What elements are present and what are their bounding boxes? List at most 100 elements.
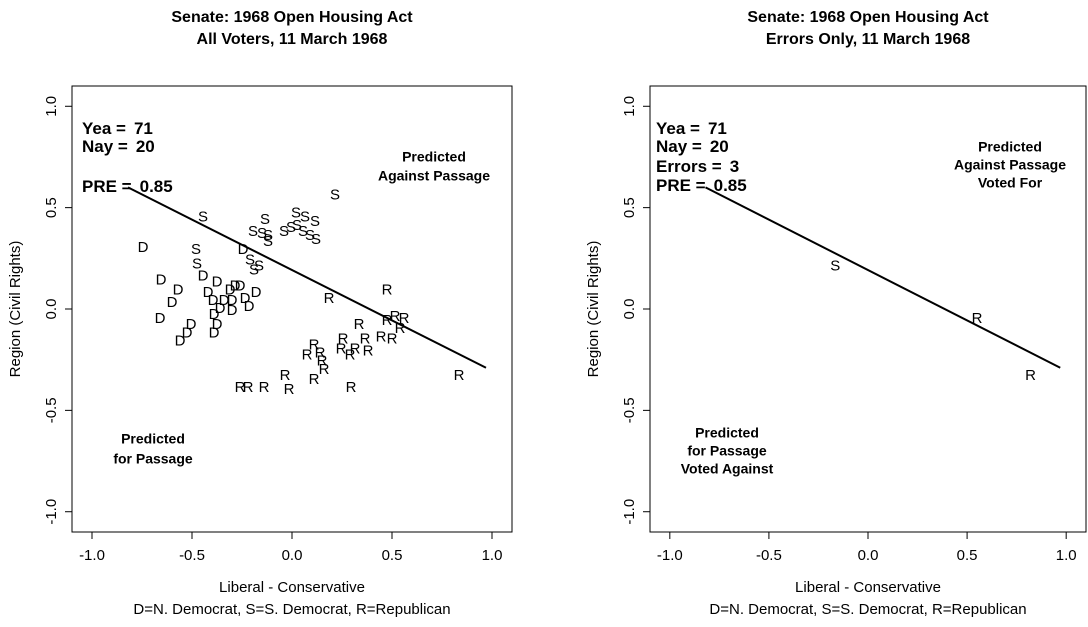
stat-value: 0.85	[140, 177, 173, 196]
point: D	[186, 316, 197, 333]
annotation: Predicted	[695, 425, 759, 441]
annotation: for Passage	[113, 451, 193, 467]
x-tick-label: -1.0	[657, 547, 683, 564]
point: R	[259, 379, 270, 396]
point: D	[175, 332, 186, 349]
x-tick-label: 1.0	[1056, 547, 1077, 564]
annotation: Against Passage	[954, 157, 1066, 173]
point: R	[350, 341, 361, 358]
point: S	[191, 241, 201, 258]
y-tick-label: -1.0	[43, 499, 60, 525]
point: D	[198, 268, 209, 285]
point: R	[302, 347, 313, 364]
stat-value: 71	[708, 119, 727, 138]
annotation: Voted For	[978, 175, 1043, 191]
point: D	[235, 278, 246, 295]
annotation: Predicted	[402, 149, 466, 165]
y-tick-label: -1.0	[621, 499, 638, 525]
x-axis-label: Liberal - Conservative	[219, 579, 365, 596]
caption: D=N. Democrat, S=S. Democrat, R=Republic…	[133, 601, 450, 618]
point: S	[279, 223, 289, 240]
point: R	[235, 379, 246, 396]
point: S	[286, 219, 296, 236]
point: D	[212, 274, 223, 291]
point: R	[243, 379, 254, 396]
stat-label: Nay =	[656, 137, 702, 156]
point: R	[338, 330, 349, 347]
point: R	[387, 330, 398, 347]
stat: Yea = 71	[656, 119, 727, 138]
point: R	[315, 345, 326, 362]
y-axis-label: Region (Civil Rights)	[7, 241, 24, 378]
chart-subtitle: All Voters, 11 March 1968	[197, 31, 388, 48]
point: S	[292, 217, 302, 234]
point: R	[317, 353, 328, 370]
point: D	[215, 300, 226, 317]
point: S	[249, 261, 259, 278]
point: D	[156, 272, 167, 289]
point: S	[192, 255, 202, 272]
stat-label: PRE =	[82, 177, 132, 196]
stat-label: PRE =	[656, 176, 706, 195]
annotation: Predicted	[978, 139, 1042, 155]
point: S	[300, 209, 310, 226]
x-tick-label: -1.0	[79, 547, 105, 564]
point: S	[310, 213, 320, 230]
chart-title: Senate: 1968 Open Housing Act	[747, 9, 989, 26]
x-axis-label: Liberal - Conservative	[795, 579, 941, 596]
annotation: for Passage	[687, 443, 767, 459]
stat-label: Yea =	[656, 119, 700, 138]
point: R	[346, 379, 357, 396]
point: S	[330, 186, 340, 203]
point: R	[284, 381, 295, 398]
annotation: Voted Against	[681, 461, 774, 477]
point: D	[227, 302, 238, 319]
stat: Errors = 3	[656, 157, 739, 176]
point: R	[1025, 367, 1036, 384]
point: R	[363, 343, 374, 360]
point: D	[209, 306, 220, 323]
stat-label: Errors =	[656, 157, 722, 176]
point: S	[198, 209, 208, 226]
stat-value: 20	[136, 137, 155, 156]
point: D	[209, 324, 220, 341]
chart-title: Senate: 1968 Open Housing Act	[171, 9, 413, 26]
point: R	[360, 330, 371, 347]
x-tick-label: 0.0	[858, 547, 879, 564]
point: D	[238, 241, 249, 258]
point: D	[212, 316, 223, 333]
point: R	[395, 320, 406, 337]
point: S	[254, 257, 264, 274]
point: S	[291, 205, 301, 222]
point: R	[376, 328, 387, 345]
stat-label: Yea =	[82, 119, 126, 138]
cutting-line	[127, 186, 487, 369]
point: D	[138, 239, 149, 256]
x-tick-label: -0.5	[179, 547, 205, 564]
point: S	[298, 223, 308, 240]
x-tick-label: 0.5	[957, 547, 978, 564]
annotation: Against Passage	[378, 168, 490, 184]
point: S	[311, 231, 321, 248]
annotation: Predicted	[121, 431, 185, 447]
point: S	[263, 233, 273, 250]
point: R	[280, 367, 291, 384]
x-tick-label: 0.0	[282, 547, 303, 564]
y-tick-label: 0.0	[43, 299, 60, 320]
stat-value: 3	[730, 157, 739, 176]
stat: Nay = 20	[656, 137, 729, 156]
point: D	[225, 282, 236, 299]
point: D	[182, 324, 193, 341]
y-tick-label: -0.5	[43, 397, 60, 423]
point: S	[830, 257, 840, 274]
point: D	[240, 290, 251, 307]
y-tick-label: 1.0	[621, 96, 638, 117]
point: S	[260, 211, 270, 228]
point: S	[305, 227, 315, 244]
y-tick-label: 0.5	[43, 197, 60, 218]
point: D	[244, 298, 255, 315]
point: R	[454, 367, 465, 384]
point: D	[208, 292, 219, 309]
point: D	[167, 294, 178, 311]
point: R	[345, 347, 356, 364]
